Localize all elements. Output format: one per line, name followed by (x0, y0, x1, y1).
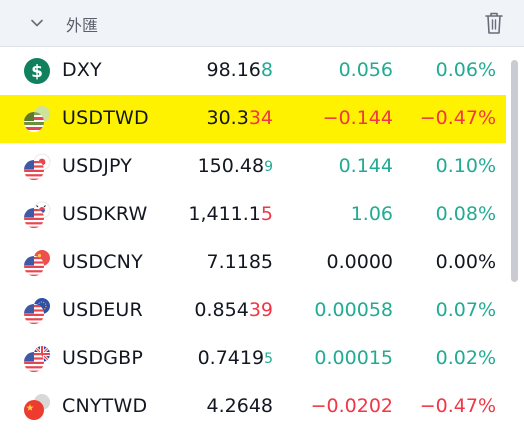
price-change: 0.00015 (314, 347, 393, 369)
price-main: 4.2648 (206, 395, 273, 417)
symbol-name: CNYTWD (62, 395, 148, 417)
scrollbar-thumb[interactable] (511, 60, 518, 282)
price-change: −0.0202 (310, 395, 393, 417)
watchlist-row[interactable]: USDEUR 0.85439 0.00058 0.07% (0, 287, 506, 335)
price-last-digits: 5 (260, 203, 273, 225)
dollar-index-icon: $ (24, 58, 50, 84)
price-main: 98.16 (206, 59, 261, 81)
last-price: 0.74195 (198, 347, 273, 369)
watchlist-row[interactable]: USDTWD 30.334 −0.144 −0.47% (0, 95, 506, 143)
last-price: 4.2648 (207, 395, 273, 417)
price-last-digits: 8 (260, 59, 273, 81)
price-change: 0.056 (338, 59, 393, 81)
price-change: 0.00058 (314, 299, 393, 321)
symbol-name: USDEUR (62, 299, 143, 321)
watchlist-row[interactable]: $ DXY 98.168 0.056 0.06% (0, 47, 506, 95)
svg-text:$: $ (31, 62, 43, 82)
percent-change: 0.00% (435, 251, 496, 273)
price-change: −0.144 (322, 107, 393, 129)
price-last-digits: 39 (248, 299, 273, 321)
price-main: 30.3 (206, 107, 249, 129)
cn-tw-flag-icon (24, 394, 50, 420)
percent-change: 0.06% (435, 59, 496, 81)
percent-change: −0.47% (419, 395, 496, 417)
symbol-name: USDJPY (62, 155, 133, 177)
watchlist-row[interactable]: USDGBP 0.74195 0.00015 0.02% (0, 335, 506, 383)
watchlist-row[interactable]: USDCNY 7.1185 0.0000 0.00% (0, 239, 506, 287)
percent-change: 0.07% (435, 299, 496, 321)
symbol-name: USDCNY (62, 251, 143, 273)
us-eu-flag-icon (24, 298, 50, 324)
last-price: 98.168 (207, 59, 274, 81)
symbol-name: USDTWD (62, 107, 149, 129)
us-gb-flag-icon (24, 346, 50, 372)
symbol-name: USDGBP (62, 347, 144, 369)
symbol-name: DXY (62, 59, 102, 81)
percent-change: 0.08% (435, 203, 496, 225)
last-price: 7.1185 (207, 251, 273, 273)
last-price: 150.489 (198, 155, 273, 177)
watchlist-row[interactable]: CNYTWD 4.2648 −0.0202 −0.47% (0, 383, 506, 431)
price-main: 1,411.1 (188, 203, 261, 225)
us-cn-flag-icon (24, 250, 50, 276)
last-price: 1,411.15 (188, 203, 273, 225)
section-title: 外匯 (66, 16, 99, 35)
us-kr-flag-icon (24, 201, 51, 228)
trash-icon[interactable] (483, 10, 505, 36)
percent-change: −0.47% (419, 107, 496, 129)
price-main: 0.7419 (197, 347, 265, 369)
price-change: 0.144 (338, 155, 393, 177)
chevron-down-icon[interactable] (29, 15, 45, 31)
us-tw-flag-icon (24, 106, 50, 132)
watchlist-row[interactable]: USDJPY 150.489 0.144 0.10% (0, 143, 506, 191)
us-jp-flag-icon (24, 153, 51, 180)
price-last-digits: 34 (248, 107, 273, 129)
price-change: 1.06 (350, 203, 393, 225)
percent-change: 0.02% (435, 347, 496, 369)
price-main: 150.48 (197, 155, 265, 177)
price-change: 0.0000 (326, 251, 393, 273)
symbol-name: USDKRW (62, 203, 148, 225)
last-price: 30.334 (207, 107, 274, 129)
price-last-digits: 5 (264, 351, 273, 367)
price-main: 0.854 (194, 299, 249, 321)
price-main: 7.1185 (206, 251, 273, 273)
percent-change: 0.10% (435, 155, 496, 177)
watchlist-section-header[interactable]: 外匯 (0, 0, 524, 47)
watchlist-row[interactable]: USDKRW 1,411.15 1.06 0.08% (0, 191, 506, 239)
price-last-digits: 9 (264, 159, 273, 175)
last-price: 0.85439 (194, 299, 273, 321)
